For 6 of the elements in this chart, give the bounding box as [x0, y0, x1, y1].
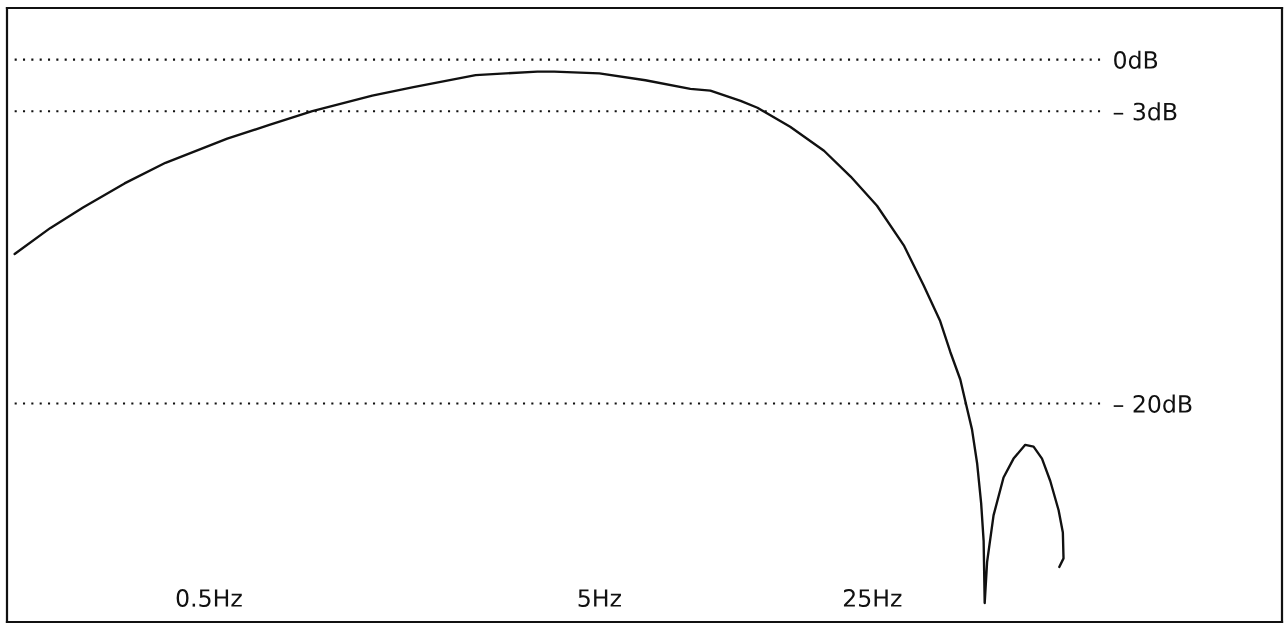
y-tick-label: – 3dB [1113, 102, 1177, 121]
y-tick-label: – 20dB [1113, 394, 1192, 413]
y-tick-label: 0dB [1114, 50, 1158, 69]
x-tick-label: 0.5Hz [176, 589, 242, 607]
x-tick-label: 25Hz [843, 589, 902, 607]
x-tick-label: 5Hz [578, 589, 621, 607]
